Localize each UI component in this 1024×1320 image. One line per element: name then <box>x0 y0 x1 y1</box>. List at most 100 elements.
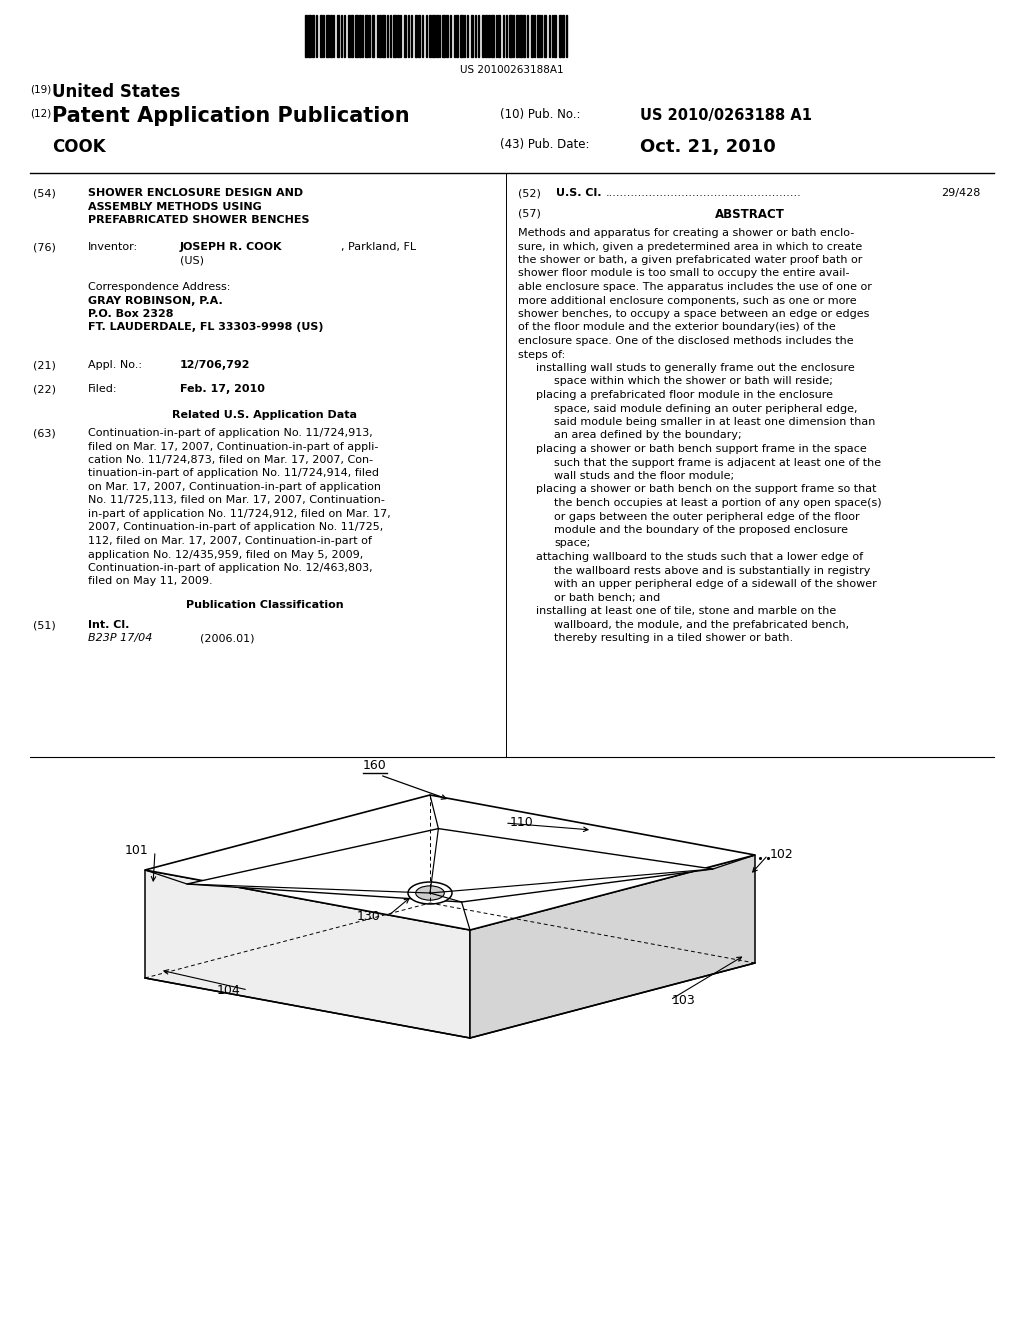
Text: Publication Classification: Publication Classification <box>186 601 344 610</box>
Text: 101: 101 <box>124 845 148 858</box>
Text: or gaps between the outer peripheral edge of the floor: or gaps between the outer peripheral edg… <box>554 511 859 521</box>
Text: 12/706,792: 12/706,792 <box>180 360 251 370</box>
Bar <box>404 15 406 57</box>
Text: Correspondence Address:: Correspondence Address: <box>88 282 230 292</box>
Text: 102: 102 <box>770 849 794 862</box>
Polygon shape <box>470 855 755 1038</box>
Text: ABSTRACT: ABSTRACT <box>715 209 785 220</box>
Text: thereby resulting in a tiled shower or bath.: thereby resulting in a tiled shower or b… <box>554 634 794 643</box>
Ellipse shape <box>416 886 444 900</box>
Bar <box>319 15 322 57</box>
Text: 29/428: 29/428 <box>941 187 980 198</box>
Bar <box>490 15 494 57</box>
Bar <box>544 15 546 57</box>
Bar <box>308 15 311 57</box>
Bar <box>432 15 435 57</box>
Text: tinuation-in-part of application No. 11/724,914, filed: tinuation-in-part of application No. 11/… <box>88 469 379 479</box>
Text: application No. 12/435,959, filed on May 5, 2009,: application No. 12/435,959, filed on May… <box>88 549 364 560</box>
Bar <box>326 15 329 57</box>
Text: ASSEMBLY METHODS USING: ASSEMBLY METHODS USING <box>88 202 262 211</box>
Text: an area defined by the boundary;: an area defined by the boundary; <box>554 430 741 441</box>
Text: in-part of application No. 11/724,912, filed on Mar. 17,: in-part of application No. 11/724,912, f… <box>88 510 391 519</box>
Text: enclosure space. One of the disclosed methods includes the: enclosure space. One of the disclosed me… <box>518 337 854 346</box>
Text: Patent Application Publication: Patent Application Publication <box>52 106 410 125</box>
Text: said module being smaller in at least one dimension than: said module being smaller in at least on… <box>554 417 876 426</box>
Bar <box>485 15 487 57</box>
Text: (19): (19) <box>30 84 51 95</box>
Bar <box>498 15 500 57</box>
Text: or bath bench; and: or bath bench; and <box>554 593 660 602</box>
Polygon shape <box>145 870 470 1038</box>
Bar <box>562 15 564 57</box>
Text: Feb. 17, 2010: Feb. 17, 2010 <box>180 384 265 393</box>
Bar <box>456 15 458 57</box>
Text: space;: space; <box>554 539 590 549</box>
Polygon shape <box>145 795 755 931</box>
Bar <box>509 15 512 57</box>
Text: SHOWER ENCLOSURE DESIGN AND: SHOWER ENCLOSURE DESIGN AND <box>88 187 303 198</box>
Bar <box>523 15 525 57</box>
Text: (22): (22) <box>33 384 56 393</box>
Text: placing a prefabricated floor module in the enclosure: placing a prefabricated floor module in … <box>536 389 833 400</box>
Bar <box>429 15 431 57</box>
Bar <box>372 15 374 57</box>
Bar <box>351 15 353 57</box>
Text: Methods and apparatus for creating a shower or bath enclo-: Methods and apparatus for creating a sho… <box>518 228 854 238</box>
Text: such that the support frame is adjacent at least one of the: such that the support frame is adjacent … <box>554 458 881 467</box>
Text: wallboard, the module, and the prefabricated bench,: wallboard, the module, and the prefabric… <box>554 619 849 630</box>
Text: Related U.S. Application Data: Related U.S. Application Data <box>172 411 357 420</box>
Bar <box>442 15 445 57</box>
Text: placing a shower or bath bench support frame in the space: placing a shower or bath bench support f… <box>536 444 866 454</box>
Text: attaching wallboard to the studs such that a lower edge of: attaching wallboard to the studs such th… <box>536 552 863 562</box>
Text: on Mar. 17, 2007, Continuation-in-part of application: on Mar. 17, 2007, Continuation-in-part o… <box>88 482 381 492</box>
Bar <box>397 15 399 57</box>
Text: shower benches, to occupy a space between an edge or edges: shower benches, to occupy a space betwee… <box>518 309 869 319</box>
Bar <box>488 15 490 57</box>
Text: GRAY ROBINSON, P.A.: GRAY ROBINSON, P.A. <box>88 296 223 305</box>
Text: P.O. Box 2328: P.O. Box 2328 <box>88 309 173 319</box>
Text: United States: United States <box>52 83 180 102</box>
Text: filed on Mar. 17, 2007, Continuation-in-part of appli-: filed on Mar. 17, 2007, Continuation-in-… <box>88 441 379 451</box>
Text: of the floor module and the exterior boundary(ies) of the: of the floor module and the exterior bou… <box>518 322 836 333</box>
Text: PREFABRICATED SHOWER BENCHES: PREFABRICATED SHOWER BENCHES <box>88 215 309 224</box>
Bar <box>537 15 540 57</box>
Text: Int. Cl.: Int. Cl. <box>88 620 129 630</box>
Bar <box>305 15 307 57</box>
Text: US 20100263188A1: US 20100263188A1 <box>460 65 564 75</box>
Text: ......................................................: ........................................… <box>606 187 802 198</box>
Text: 104: 104 <box>216 983 240 997</box>
Text: FT. LAUDERDALE, FL 33303-9998 (US): FT. LAUDERDALE, FL 33303-9998 (US) <box>88 322 324 333</box>
Text: Filed:: Filed: <box>88 384 118 393</box>
Bar <box>516 15 518 57</box>
Bar <box>312 15 314 57</box>
Text: Inventor:: Inventor: <box>88 242 138 252</box>
Text: (12): (12) <box>30 108 51 117</box>
Text: steps of:: steps of: <box>518 350 565 359</box>
Bar <box>519 15 522 57</box>
Text: (51): (51) <box>33 620 55 630</box>
Text: wall studs and the floor module;: wall studs and the floor module; <box>554 471 734 480</box>
Text: Appl. No.:: Appl. No.: <box>88 360 142 370</box>
Bar <box>359 15 361 57</box>
Polygon shape <box>187 829 713 902</box>
Bar <box>330 15 332 57</box>
Text: 160: 160 <box>364 759 387 772</box>
Text: sure, in which, given a predetermined area in which to create: sure, in which, given a predetermined ar… <box>518 242 862 252</box>
Text: 103: 103 <box>672 994 695 1006</box>
Text: the shower or bath, a given prefabricated water proof bath or: the shower or bath, a given prefabricate… <box>518 255 862 265</box>
Text: shower floor module is too small to occupy the entire avail-: shower floor module is too small to occu… <box>518 268 850 279</box>
Text: JOSEPH R. COOK: JOSEPH R. COOK <box>180 242 283 252</box>
Text: able enclosure space. The apparatus includes the use of one or: able enclosure space. The apparatus incl… <box>518 282 871 292</box>
Bar <box>554 15 556 57</box>
Text: (63): (63) <box>33 428 55 438</box>
Text: space within which the shower or bath will reside;: space within which the shower or bath wi… <box>554 376 833 387</box>
Text: No. 11/725,113, filed on Mar. 17, 2007, Continuation-: No. 11/725,113, filed on Mar. 17, 2007, … <box>88 495 385 506</box>
Text: space, said module defining an outer peripheral edge,: space, said module defining an outer per… <box>554 404 857 413</box>
Bar <box>348 15 350 57</box>
Bar <box>559 15 561 57</box>
Bar <box>355 15 358 57</box>
Bar <box>482 15 484 57</box>
Text: filed on May 11, 2009.: filed on May 11, 2009. <box>88 577 213 586</box>
Text: module and the boundary of the proposed enclosure: module and the boundary of the proposed … <box>554 525 848 535</box>
Text: placing a shower or bath bench on the support frame so that: placing a shower or bath bench on the su… <box>536 484 877 495</box>
